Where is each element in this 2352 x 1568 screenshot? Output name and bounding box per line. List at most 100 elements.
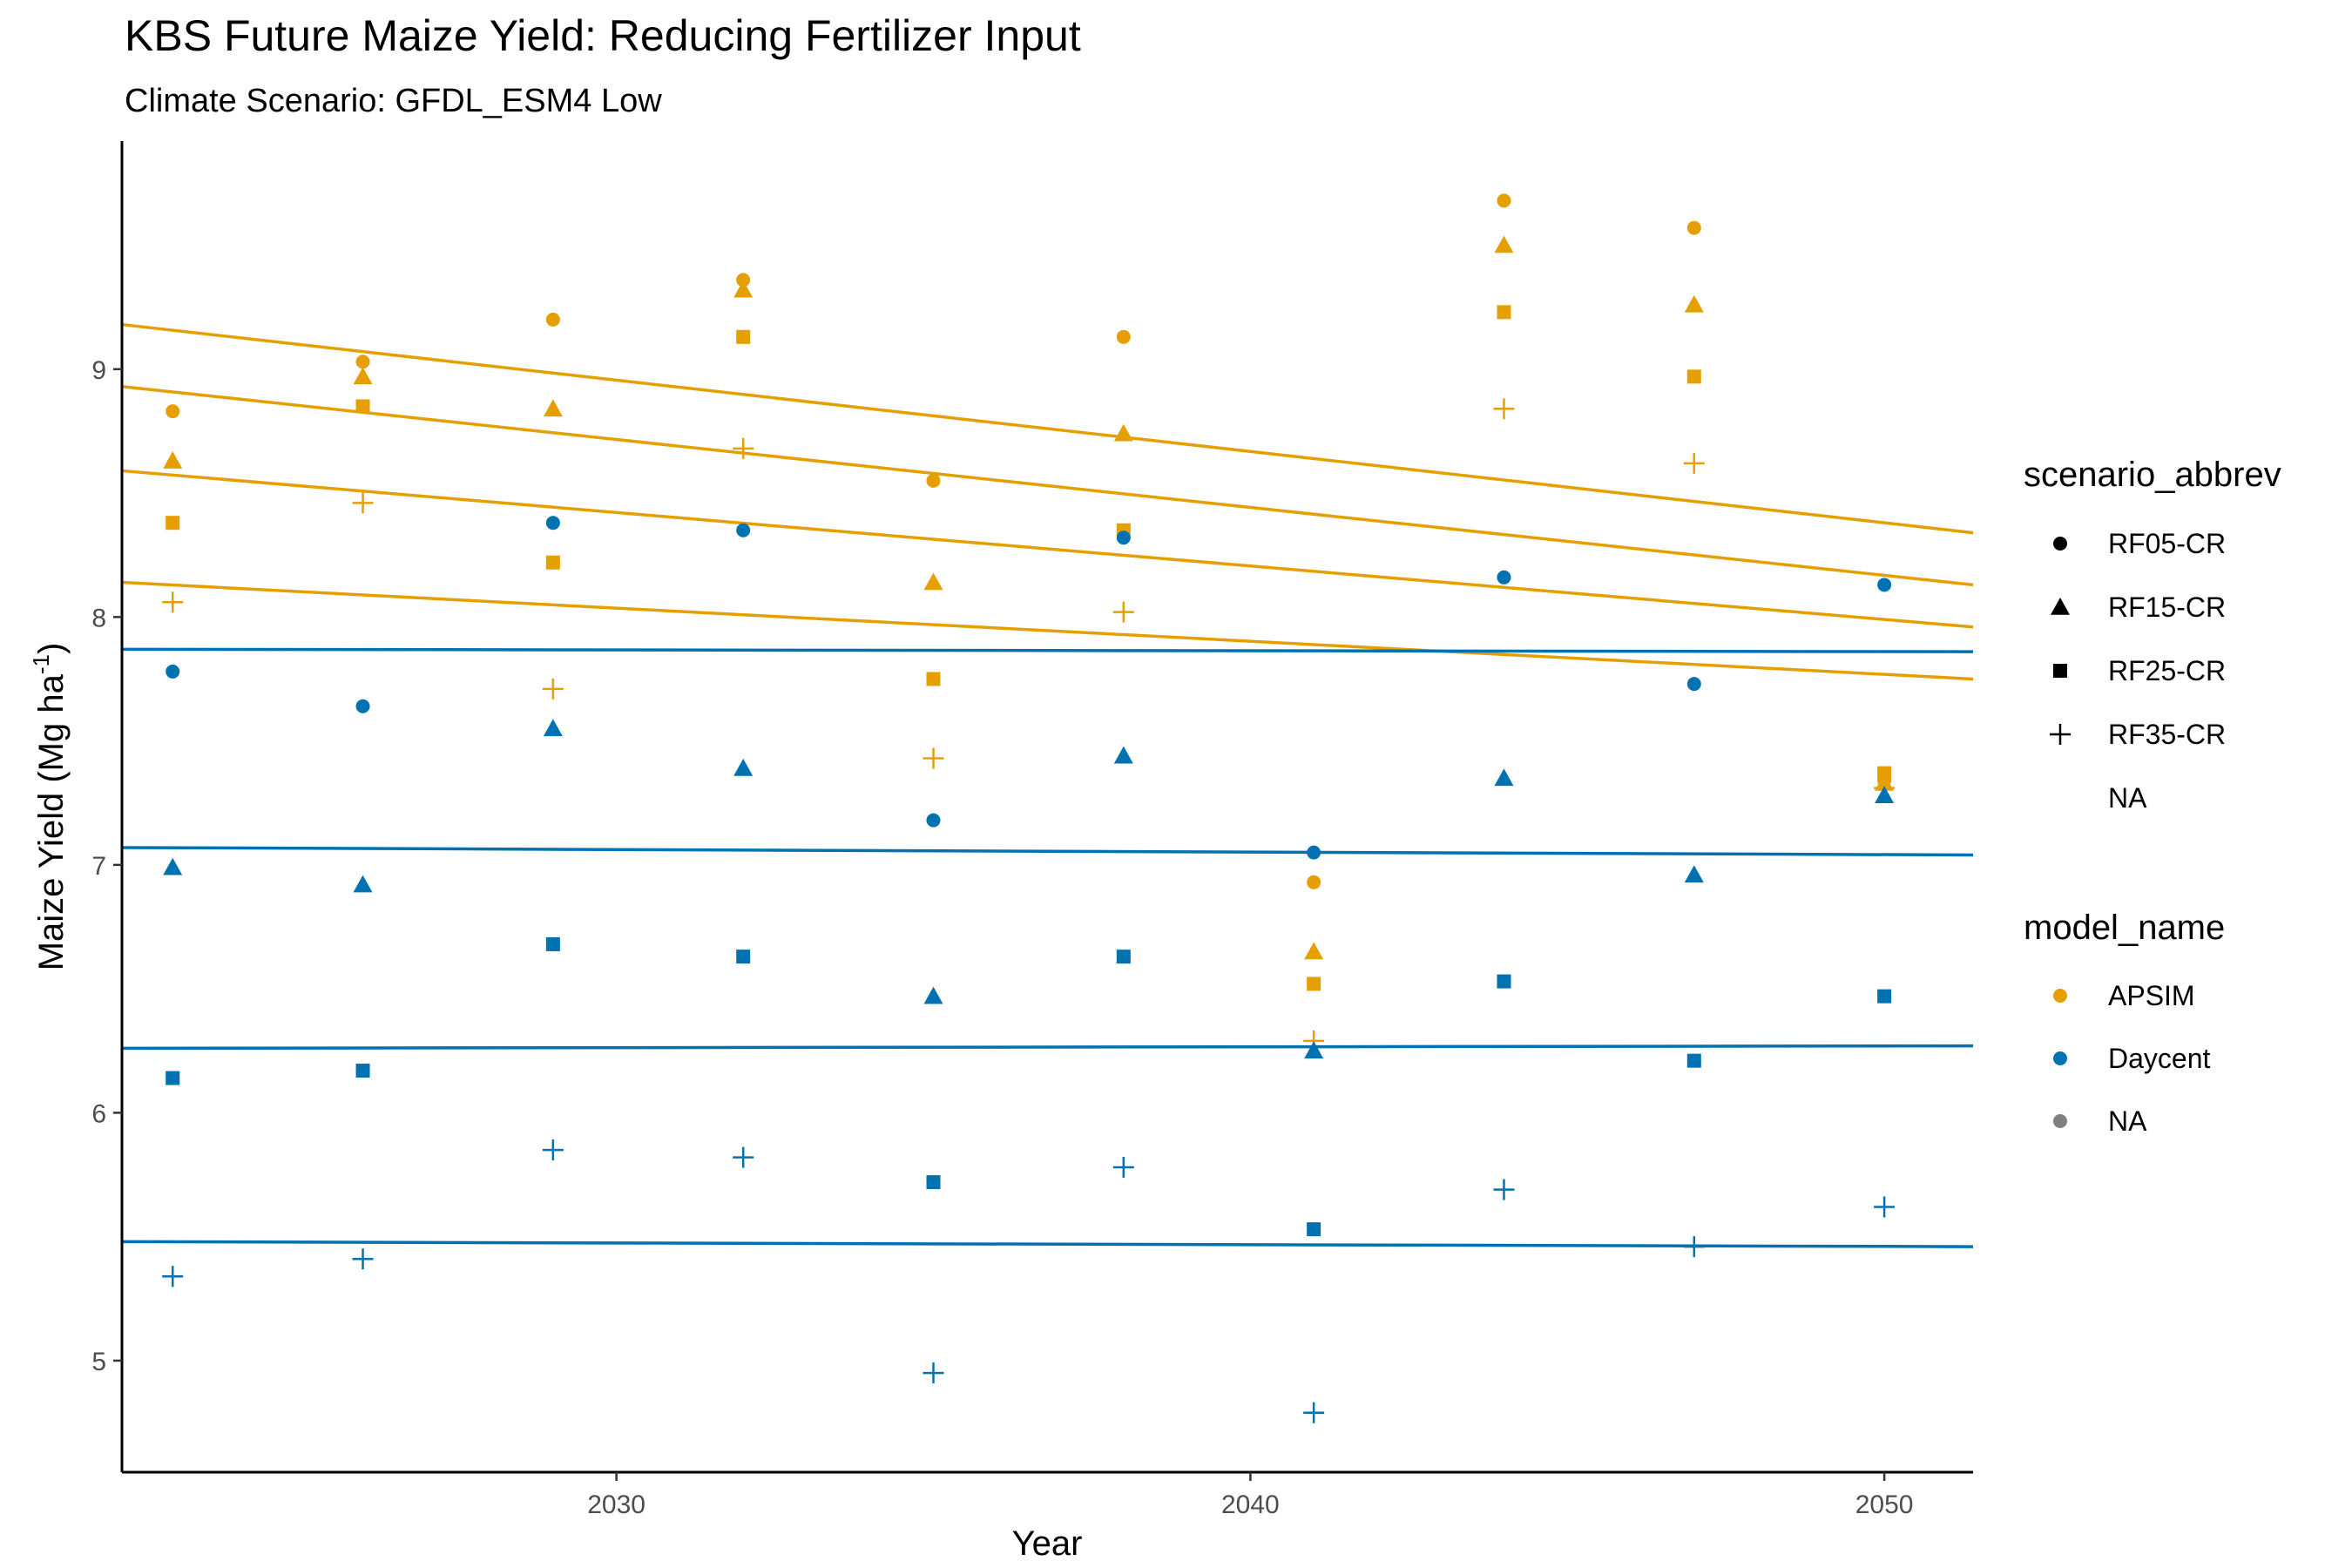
point-daycent-rf35-cr xyxy=(733,1146,754,1168)
point-apsim-rf35-cr xyxy=(923,747,944,769)
point-apsim-rf35-cr xyxy=(733,437,754,459)
point-daycent-rf35-cr xyxy=(1874,1196,1896,1218)
point-daycent-rf05-cr xyxy=(1686,677,1701,692)
point-apsim-rf25-cr xyxy=(1497,305,1511,320)
plot-area xyxy=(121,193,1974,1423)
point-daycent-rf05-cr xyxy=(1497,570,1511,585)
point-daycent-rf25-cr xyxy=(1686,1053,1701,1068)
legend-label-apsim: APSIM xyxy=(2108,980,2195,1011)
point-daycent-rf35-cr xyxy=(542,1139,564,1161)
point-daycent-rf15-cr xyxy=(163,857,183,875)
chart-subtitle: Climate Scenario: GFDL_ESM4 Low xyxy=(125,83,662,119)
point-daycent-rf25-cr xyxy=(736,950,751,964)
x-ticks: 2030 2040 2050 xyxy=(587,1472,1913,1519)
point-apsim-rf05-cr xyxy=(926,473,941,488)
point-apsim-rf15-cr xyxy=(1684,294,1704,313)
point-daycent-rf15-cr xyxy=(1113,746,1133,764)
legend-label-na: NA xyxy=(2108,782,2147,814)
point-apsim-rf15-cr xyxy=(543,399,563,417)
point-daycent-rf05-cr xyxy=(166,664,180,679)
legend-key-rf05-cr xyxy=(2053,537,2067,551)
point-apsim-rf25-cr xyxy=(736,329,751,344)
point-apsim-rf05-cr xyxy=(545,312,560,327)
point-daycent-rf05-cr xyxy=(736,523,751,537)
legend-key-apsim xyxy=(2053,989,2067,1003)
trend-line-daycent-rf15-cr xyxy=(121,846,1974,857)
point-daycent-rf05-cr xyxy=(926,813,941,828)
trend-line-apsim-rf35-cr xyxy=(121,580,1974,681)
point-apsim-rf15-cr xyxy=(353,367,373,385)
point-daycent-rf25-cr xyxy=(926,1175,941,1190)
point-apsim-rf35-cr xyxy=(352,492,374,514)
point-daycent-rf35-cr xyxy=(1303,1402,1325,1423)
point-apsim-rf05-cr xyxy=(1686,220,1701,235)
point-daycent-rf15-cr xyxy=(733,758,754,776)
trend-line-apsim-rf05-cr xyxy=(121,322,1974,535)
x-tick-label: 2040 xyxy=(1221,1490,1280,1519)
point-daycent-rf15-cr xyxy=(1875,786,1895,803)
point-daycent-rf25-cr xyxy=(545,936,560,951)
legend-label-rf25-cr: RF25-CR xyxy=(2108,655,2226,686)
y-axis-title-superscript: -1 xyxy=(28,654,54,674)
y-tick-label: 7 xyxy=(91,852,106,881)
point-daycent-rf25-cr xyxy=(166,1071,180,1085)
point-daycent-rf35-cr xyxy=(1493,1179,1515,1200)
point-apsim-rf05-cr xyxy=(355,355,370,369)
point-apsim-rf35-cr xyxy=(1683,452,1705,474)
point-apsim-rf05-cr xyxy=(1497,193,1511,208)
point-apsim-rf25-cr xyxy=(926,672,941,686)
legend: scenario_abbrev RF05-CR RF15-CR RF25-CR RF35… xyxy=(2024,456,2281,1137)
legend-label-na: NA xyxy=(2108,1105,2147,1137)
point-daycent-rf25-cr xyxy=(1497,974,1511,989)
legend-key-daycent xyxy=(2053,1051,2067,1065)
y-ticks: 5 6 7 8 9 xyxy=(91,356,122,1376)
legend-label-rf15-cr: RF15-CR xyxy=(2108,591,2226,623)
y-axis-title-suffix: ) xyxy=(32,643,71,654)
legend-label-rf05-cr: RF05-CR xyxy=(2108,528,2226,559)
legend-label-rf35-cr: RF35-CR xyxy=(2108,719,2226,750)
point-daycent-rf15-cr xyxy=(1304,1041,1324,1059)
point-daycent-rf35-cr xyxy=(352,1248,374,1270)
y-tick-label: 8 xyxy=(91,604,106,632)
point-apsim-rf35-cr xyxy=(1112,601,1134,623)
trend-line-apsim-rf25-cr xyxy=(121,469,1974,629)
chart-title: KBS Future Maize Yield: Reducing Fertili… xyxy=(125,11,1081,60)
point-apsim-rf35-cr xyxy=(542,678,564,700)
point-daycent-rf15-cr xyxy=(353,875,373,893)
point-daycent-rf35-cr xyxy=(162,1266,184,1288)
trend-line-daycent-rf35-cr xyxy=(121,1240,1974,1248)
point-apsim-rf25-cr xyxy=(1877,766,1892,781)
point-apsim-rf05-cr xyxy=(736,273,751,287)
y-axis-title: Maize Yield (Mg ha-1) xyxy=(28,643,71,971)
legend-key-na xyxy=(2053,1114,2067,1128)
point-daycent-rf05-cr xyxy=(1307,845,1321,860)
x-tick-label: 2030 xyxy=(587,1490,645,1519)
point-daycent-rf25-cr xyxy=(1116,950,1131,964)
point-apsim-rf05-cr xyxy=(166,404,180,419)
y-tick-label: 5 xyxy=(91,1348,106,1376)
trend-line-apsim-rf15-cr xyxy=(121,384,1974,587)
point-daycent-rf15-cr xyxy=(1684,865,1704,883)
point-apsim-rf25-cr xyxy=(166,516,180,531)
point-daycent-rf35-cr xyxy=(1683,1236,1705,1258)
point-daycent-rf05-cr xyxy=(355,699,370,713)
point-apsim-rf15-cr xyxy=(923,572,943,591)
point-daycent-rf35-cr xyxy=(923,1362,944,1384)
point-apsim-rf05-cr xyxy=(1307,875,1321,889)
point-daycent-rf05-cr xyxy=(545,516,560,531)
point-daycent-rf05-cr xyxy=(1877,578,1892,592)
point-apsim-rf25-cr xyxy=(1307,977,1321,991)
point-daycent-rf05-cr xyxy=(1116,531,1131,545)
point-apsim-rf25-cr xyxy=(545,555,560,570)
y-axis-title-main: Maize Yield (Mg ha xyxy=(32,673,71,970)
point-daycent-rf15-cr xyxy=(923,986,943,1004)
point-apsim-rf15-cr xyxy=(1304,942,1324,960)
trend-line-daycent-rf05-cr xyxy=(121,647,1974,653)
legend-title: model_name xyxy=(2024,909,2225,947)
trend-line-daycent-rf25-cr xyxy=(121,1044,1974,1051)
point-apsim-rf25-cr xyxy=(1686,369,1701,384)
point-daycent-rf35-cr xyxy=(1112,1157,1134,1179)
point-apsim-rf25-cr xyxy=(355,399,370,414)
point-daycent-rf15-cr xyxy=(543,719,563,737)
